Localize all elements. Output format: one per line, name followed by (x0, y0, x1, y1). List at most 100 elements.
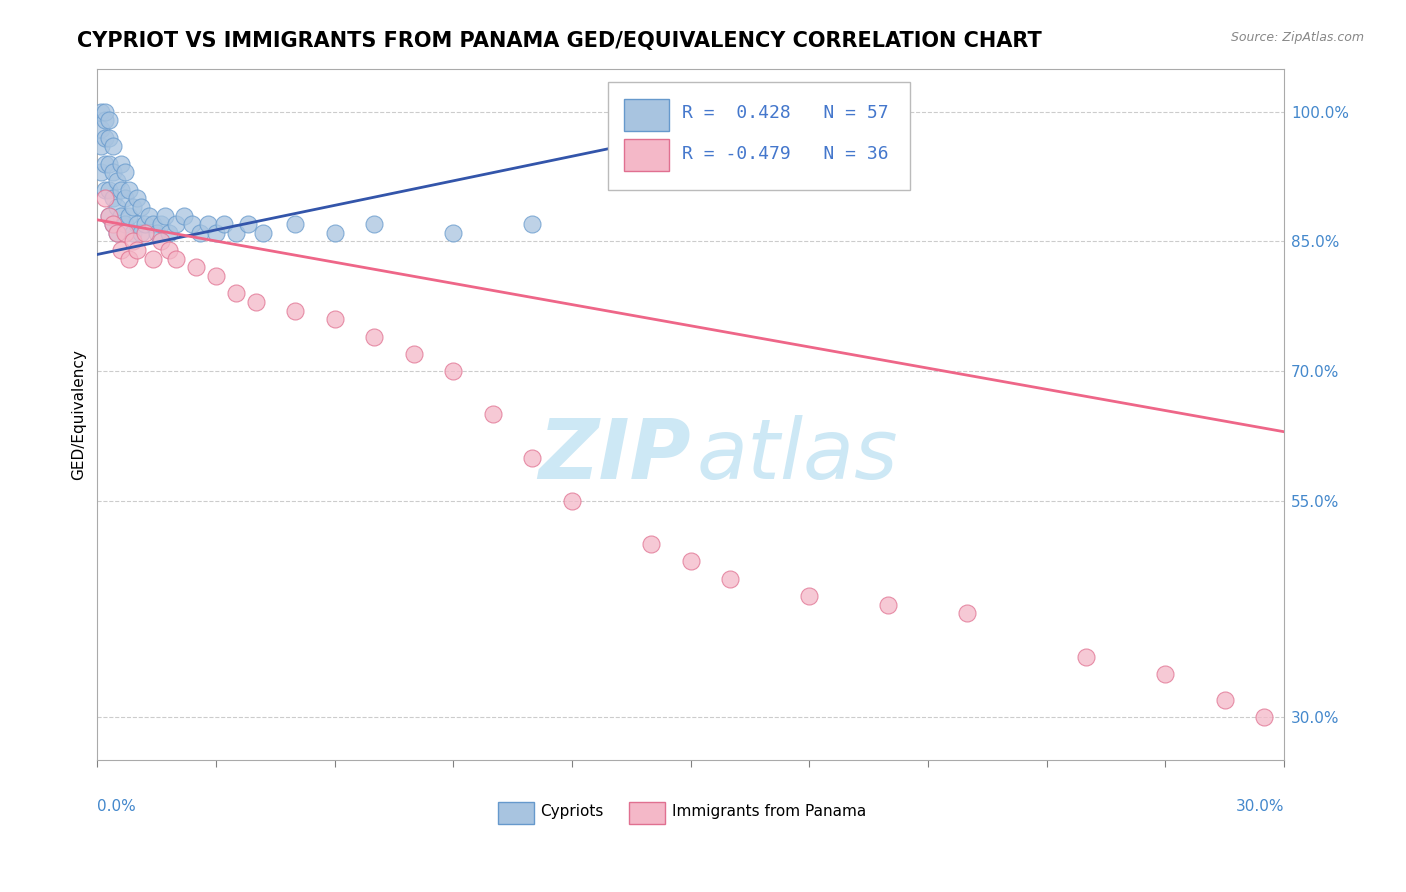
Point (482, 408, 505, 422)
Point (98, 209, 121, 223)
Point (101, 191, 124, 205)
Point (110, 209, 132, 223)
Point (225, 286, 247, 301)
Point (165, 217, 187, 231)
Point (225, 226, 247, 240)
Point (110, 156, 132, 170)
Point (363, 217, 385, 231)
Point (1213, 692, 1236, 706)
Point (157, 226, 180, 240)
Point (173, 209, 195, 223)
Point (134, 226, 156, 240)
Point (640, 537, 662, 551)
Point (323, 312, 346, 326)
Point (323, 226, 346, 240)
Point (188, 226, 211, 240)
Point (956, 607, 979, 621)
Point (145, 226, 167, 240)
FancyBboxPatch shape (628, 802, 665, 824)
Point (181, 217, 204, 231)
Point (363, 329, 385, 343)
Point (212, 217, 235, 231)
Point (142, 217, 165, 231)
FancyBboxPatch shape (498, 802, 534, 824)
Text: Cypriots: Cypriots (540, 804, 603, 819)
Text: Immigrants from Panama: Immigrants from Panama (672, 804, 866, 819)
Point (105, 226, 128, 240)
Point (522, 450, 544, 465)
Point (94, 130, 117, 145)
Point (125, 191, 148, 205)
Point (799, 589, 821, 603)
Point (98, 209, 121, 223)
Point (114, 226, 136, 240)
Point (245, 295, 267, 310)
Point (252, 226, 274, 240)
Point (138, 209, 160, 223)
Point (1074, 649, 1097, 664)
Text: atlas: atlas (696, 416, 898, 497)
Text: ZIP: ZIP (538, 416, 690, 497)
Point (129, 226, 152, 240)
Point (114, 165, 136, 179)
Text: R = -0.479   N = 36: R = -0.479 N = 36 (682, 145, 889, 162)
Point (284, 217, 307, 231)
Point (98, 183, 121, 197)
Point (236, 217, 259, 231)
Point (90, 165, 112, 179)
Point (205, 268, 228, 283)
Point (129, 200, 152, 214)
Point (114, 217, 136, 231)
Point (284, 303, 307, 318)
Point (149, 235, 172, 249)
Point (101, 165, 124, 179)
Text: CYPRIOT VS IMMIGRANTS FROM PANAMA GED/EQUIVALENCY CORRELATION CHART: CYPRIOT VS IMMIGRANTS FROM PANAMA GED/EQ… (77, 31, 1042, 51)
FancyBboxPatch shape (624, 139, 669, 171)
Point (441, 226, 464, 240)
Point (149, 217, 172, 231)
Point (94, 104, 117, 119)
Point (118, 209, 141, 223)
Point (205, 226, 228, 240)
Point (105, 226, 128, 240)
Point (157, 243, 180, 257)
Point (105, 174, 128, 188)
Point (90, 122, 112, 136)
Point (122, 200, 145, 214)
Point (94, 191, 117, 205)
Point (105, 200, 128, 214)
Point (101, 139, 124, 153)
Point (142, 252, 165, 266)
Text: 0.0%: 0.0% (97, 799, 136, 814)
Point (118, 183, 141, 197)
Point (197, 217, 219, 231)
Point (110, 183, 132, 197)
Point (522, 217, 544, 231)
Point (101, 217, 124, 231)
FancyBboxPatch shape (624, 99, 669, 131)
Point (98, 130, 121, 145)
Text: R =  0.428   N = 57: R = 0.428 N = 57 (682, 104, 889, 122)
Point (90, 139, 112, 153)
Point (122, 235, 145, 249)
Point (441, 364, 464, 378)
Point (94, 183, 117, 197)
Point (718, 572, 741, 586)
Point (101, 217, 124, 231)
Point (877, 598, 900, 612)
Point (122, 226, 145, 240)
Point (94, 113, 117, 128)
Point (118, 252, 141, 266)
Point (90, 104, 112, 119)
Point (561, 494, 583, 508)
Point (186, 260, 208, 275)
Y-axis label: GED/Equivalency: GED/Equivalency (72, 349, 86, 480)
Point (114, 191, 136, 205)
Point (402, 347, 425, 361)
Point (125, 243, 148, 257)
Point (125, 217, 148, 231)
Text: 30.0%: 30.0% (1236, 799, 1284, 814)
Text: Source: ZipAtlas.com: Source: ZipAtlas.com (1230, 31, 1364, 45)
FancyBboxPatch shape (607, 82, 910, 190)
Point (679, 554, 702, 568)
